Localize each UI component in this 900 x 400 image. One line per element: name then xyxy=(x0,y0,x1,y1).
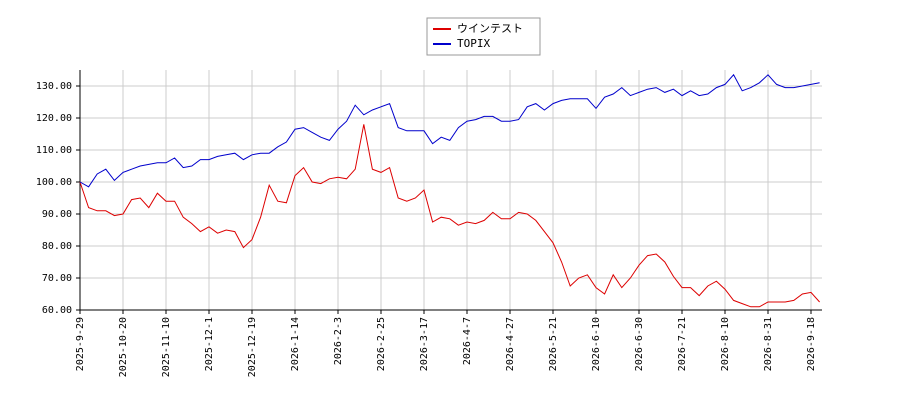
x-tick-label: 2026-6-10 xyxy=(591,317,602,371)
y-tick-label: 70.00 xyxy=(42,273,72,284)
x-tick-label: 2026-8-31 xyxy=(763,317,774,371)
x-tick-label: 2026-7-21 xyxy=(677,317,688,371)
y-tick-label: 90.00 xyxy=(42,209,72,220)
x-tick-label: 2026-4-27 xyxy=(505,317,516,371)
series-line xyxy=(79,73,820,188)
x-tick-label: 2026-5-21 xyxy=(548,317,559,371)
y-tick-label: 130.00 xyxy=(36,81,72,92)
legend-label: ウインテスト xyxy=(457,22,523,35)
x-tick-label: 2026-9-18 xyxy=(806,317,817,371)
y-tick-label: 100.00 xyxy=(36,177,72,188)
plot-area xyxy=(80,70,822,310)
x-tick-label: 2026-8-10 xyxy=(720,317,731,371)
y-tick-label: 60.00 xyxy=(42,305,72,316)
x-tick-label: 2026-2-3 xyxy=(333,317,344,365)
series-line xyxy=(79,124,820,308)
x-tick-label: 2025-10-20 xyxy=(118,317,129,377)
x-tick-label: 2025-12-1 xyxy=(204,317,215,371)
y-tick-label: 80.00 xyxy=(42,241,72,252)
x-tick-label: 2025-11-10 xyxy=(161,317,172,377)
x-tick-label: 2026-1-14 xyxy=(290,317,301,371)
x-tick-label: 2026-4-7 xyxy=(462,317,473,365)
y-tick-label: 120.00 xyxy=(36,113,72,124)
x-tick-label: 2026-3-17 xyxy=(419,317,430,371)
legend-box xyxy=(426,17,541,56)
x-tick-label: 2026-6-30 xyxy=(634,317,645,371)
x-tick-label: 2025-9-29 xyxy=(75,317,86,371)
legend-label: TOPIX xyxy=(457,37,490,50)
y-tick-label: 110.00 xyxy=(36,145,72,156)
x-tick-label: 2026-2-25 xyxy=(376,317,387,371)
x-tick-label: 2025-12-19 xyxy=(247,317,258,377)
